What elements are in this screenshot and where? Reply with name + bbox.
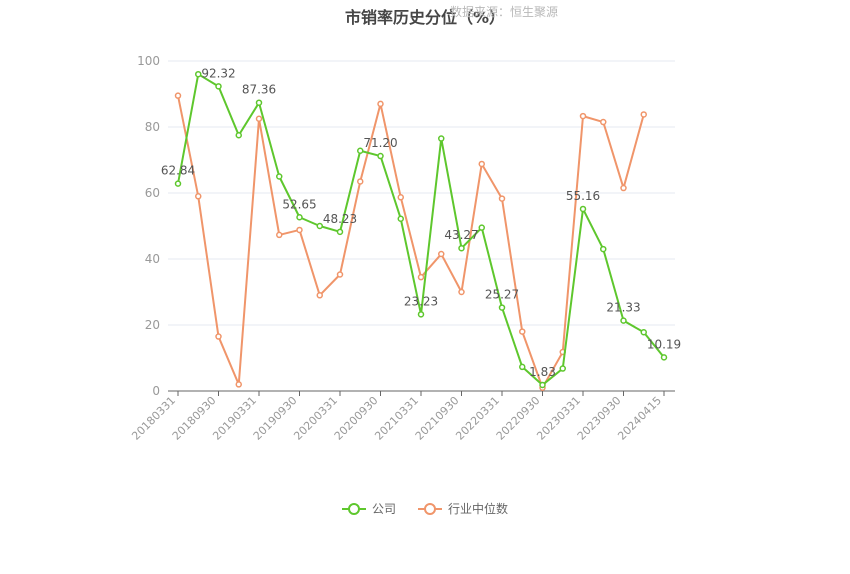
legend-item-industry-median[interactable]: 行业中位数: [418, 500, 508, 517]
data-point-industry-median: [519, 328, 526, 335]
data-point-industry-median: [458, 288, 465, 296]
y-tick-label: 40: [145, 252, 160, 266]
data-point-company: [600, 245, 607, 253]
data-point-company: [519, 363, 526, 371]
data-point-industry-median: [620, 184, 627, 192]
data-point-company: [579, 205, 587, 213]
data-point-industry-median: [600, 118, 607, 126]
data-point-industry-median: [296, 226, 303, 234]
data-point-industry-median: [397, 194, 404, 201]
data-label: 87.36: [242, 83, 276, 97]
data-point-company: [255, 99, 263, 106]
data-point-industry-median: [174, 92, 182, 99]
data-point-industry-median: [417, 273, 425, 281]
data-label: 1.83: [529, 365, 556, 379]
data-label: 48.23: [323, 212, 357, 226]
data-point-company: [539, 381, 546, 389]
series-line-industry-median: [177, 95, 645, 389]
data-point-company: [316, 222, 323, 230]
data-point-industry-median: [255, 115, 263, 122]
data-point-company: [215, 83, 222, 90]
data-point-company: [417, 311, 425, 318]
data-point-industry-median: [235, 381, 242, 388]
y-tick-label: 20: [145, 318, 160, 332]
data-label: 92.32: [201, 66, 235, 80]
legend: 公司 行业中位数: [0, 500, 850, 517]
y-tick-label: 100: [137, 54, 160, 68]
legend-swatch-industry-icon: [418, 502, 442, 515]
data-point-company: [640, 329, 647, 336]
data-label: 23.23: [404, 294, 438, 308]
data-point-company: [296, 214, 303, 221]
y-tick-label: 60: [145, 186, 160, 200]
data-point-company: [276, 173, 283, 180]
data-point-industry-median: [438, 250, 445, 258]
data-point-company: [559, 365, 566, 372]
series-layer: [174, 70, 668, 391]
data-label: 10.19: [647, 337, 681, 351]
x-axis: 2018033120180930201903312019093020200331…: [129, 390, 675, 443]
data-point-company: [235, 132, 242, 139]
data-point-industry-median: [478, 160, 485, 168]
data-point-company: [620, 317, 627, 324]
data-point-company: [397, 215, 404, 222]
data-point-company: [438, 135, 445, 142]
chart-title: 市销率历史分位（%）: [344, 8, 506, 27]
data-point-industry-median: [195, 193, 202, 200]
legend-label-company: 公司: [371, 502, 396, 516]
y-tick-label: 0: [152, 384, 160, 398]
data-point-industry-median: [316, 292, 323, 299]
data-point-industry-median: [640, 111, 647, 118]
data-point-company: [478, 224, 485, 231]
data-point-industry-median: [276, 231, 283, 239]
data-point-company: [498, 304, 506, 311]
data-point-company: [195, 70, 202, 78]
y-tick-label: 80: [145, 120, 160, 134]
data-label: 71.20: [363, 136, 397, 150]
data-labels: 62.84 92.32 87.36 52.65 48.23 71.20 23.23 43.27…: [161, 66, 681, 379]
data-point-industry-median: [579, 112, 587, 120]
data-point-company: [458, 244, 465, 252]
data-point-industry-median: [498, 195, 506, 202]
data-label: 52.65: [282, 197, 316, 211]
watermark-text: 数据来源：恒生聚源: [450, 5, 559, 19]
legend-item-company[interactable]: 公司: [341, 500, 396, 517]
legend-swatch-company-icon: [341, 502, 366, 515]
data-point-company: [357, 147, 364, 155]
data-point-company: [377, 152, 384, 160]
data-point-industry-median: [377, 100, 384, 108]
data-label: 25.27: [485, 288, 519, 302]
data-label: 62.84: [161, 164, 195, 178]
data-point-industry-median: [215, 333, 222, 340]
x-tick-label: 20240415: [615, 394, 664, 443]
data-label: 55.16: [566, 189, 600, 203]
data-label: 21.33: [606, 301, 640, 315]
legend-label-industry-median: 行业中位数: [448, 502, 509, 516]
data-label: 43.27: [444, 228, 478, 242]
data-point-company: [660, 354, 668, 361]
data-point-company: [336, 228, 344, 236]
y-axis: 0 20 40 60 80 100: [137, 54, 160, 398]
data-point-company: [174, 180, 182, 187]
data-point-industry-median: [336, 271, 344, 278]
data-point-industry-median: [357, 178, 364, 185]
